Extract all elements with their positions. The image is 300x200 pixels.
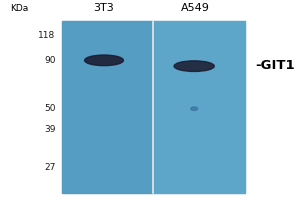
Ellipse shape (191, 107, 198, 110)
Text: 39: 39 (44, 125, 56, 134)
Bar (152, 21, 245, 193)
Text: -GIT1: -GIT1 (255, 59, 295, 72)
Text: A549: A549 (181, 3, 210, 13)
Bar (62, 21, 152, 193)
Text: 3T3: 3T3 (94, 3, 114, 13)
Ellipse shape (174, 61, 214, 71)
Text: 50: 50 (44, 104, 56, 113)
Ellipse shape (85, 55, 123, 66)
Text: 118: 118 (38, 31, 56, 40)
Text: 27: 27 (44, 163, 56, 172)
Bar (62, 21, 245, 193)
Text: KDa: KDa (10, 4, 28, 13)
Text: 90: 90 (44, 56, 56, 65)
